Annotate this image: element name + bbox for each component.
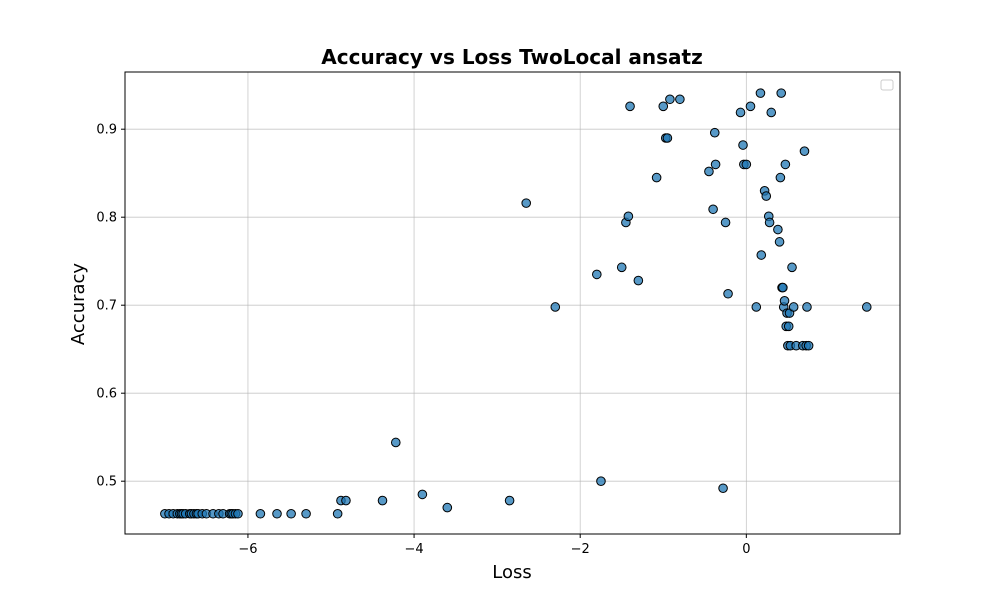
data-point — [286, 508, 296, 519]
plot-frame — [124, 71, 901, 535]
data-point — [788, 302, 799, 312]
data-point — [662, 133, 673, 143]
data-point — [390, 437, 401, 448]
data-points — [160, 88, 872, 519]
data-point — [521, 198, 532, 208]
data-point — [708, 204, 718, 215]
y-tick-label: 0.7 — [96, 299, 117, 314]
data-point — [774, 237, 785, 247]
data-point — [776, 88, 787, 98]
data-point — [720, 217, 731, 228]
data-point — [550, 302, 561, 312]
data-point — [766, 107, 777, 118]
data-point — [718, 483, 728, 494]
data-point — [780, 159, 791, 170]
data-point — [779, 296, 790, 306]
data-point — [745, 101, 756, 112]
data-point — [755, 88, 766, 98]
data-point — [504, 495, 515, 506]
data-point — [377, 495, 388, 506]
data-point — [783, 321, 794, 332]
y-tick-label: 0.8 — [96, 211, 117, 226]
data-point — [764, 217, 775, 228]
data-point — [723, 288, 733, 299]
data-point — [738, 140, 748, 150]
data-point — [301, 508, 311, 519]
x-axis-ticks: −6 −4 −2 0 — [238, 534, 750, 557]
y-tick-label: 0.6 — [96, 387, 117, 402]
y-axis-label: Accuracy — [68, 263, 89, 346]
x-tick-label: −6 — [238, 542, 257, 557]
data-point — [616, 262, 627, 273]
data-point — [761, 191, 772, 201]
data-point — [596, 476, 606, 487]
data-point — [773, 224, 783, 235]
data-point — [665, 94, 675, 105]
data-point — [658, 101, 669, 112]
data-point — [861, 302, 872, 312]
data-point — [741, 159, 752, 170]
data-point — [775, 172, 786, 183]
data-point — [778, 282, 788, 293]
data-point — [633, 275, 644, 286]
data-point — [803, 340, 814, 351]
data-point — [592, 269, 602, 280]
data-point — [341, 495, 351, 506]
y-axis-ticks: 0.5 0.6 0.7 0.8 0.9 — [96, 123, 125, 490]
x-tick-label: −4 — [404, 542, 423, 557]
data-point — [710, 159, 721, 170]
y-tick-label: 0.9 — [96, 123, 117, 138]
data-point — [704, 166, 714, 177]
data-point — [442, 502, 453, 513]
data-point — [625, 101, 635, 112]
y-tick-label: 0.5 — [96, 475, 117, 490]
data-point — [709, 127, 720, 138]
data-point — [735, 107, 746, 118]
data-point — [417, 489, 428, 500]
x-axis-label: Loss — [492, 562, 531, 583]
x-tick-label: 0 — [742, 542, 750, 557]
data-point — [332, 508, 343, 519]
data-point — [751, 302, 762, 312]
x-tick-label: −2 — [571, 542, 590, 557]
data-point — [272, 508, 282, 519]
data-point — [255, 508, 266, 519]
data-point — [651, 172, 662, 183]
data-point — [623, 211, 634, 222]
chart-title: Accuracy vs Loss TwoLocal ansatz — [321, 45, 702, 69]
data-point — [756, 250, 767, 260]
data-point — [233, 508, 243, 519]
data-point — [802, 302, 812, 312]
data-point — [787, 262, 797, 273]
data-point — [799, 146, 810, 156]
data-point — [675, 94, 685, 105]
legend-box — [880, 79, 894, 91]
grid-lines — [125, 72, 900, 534]
